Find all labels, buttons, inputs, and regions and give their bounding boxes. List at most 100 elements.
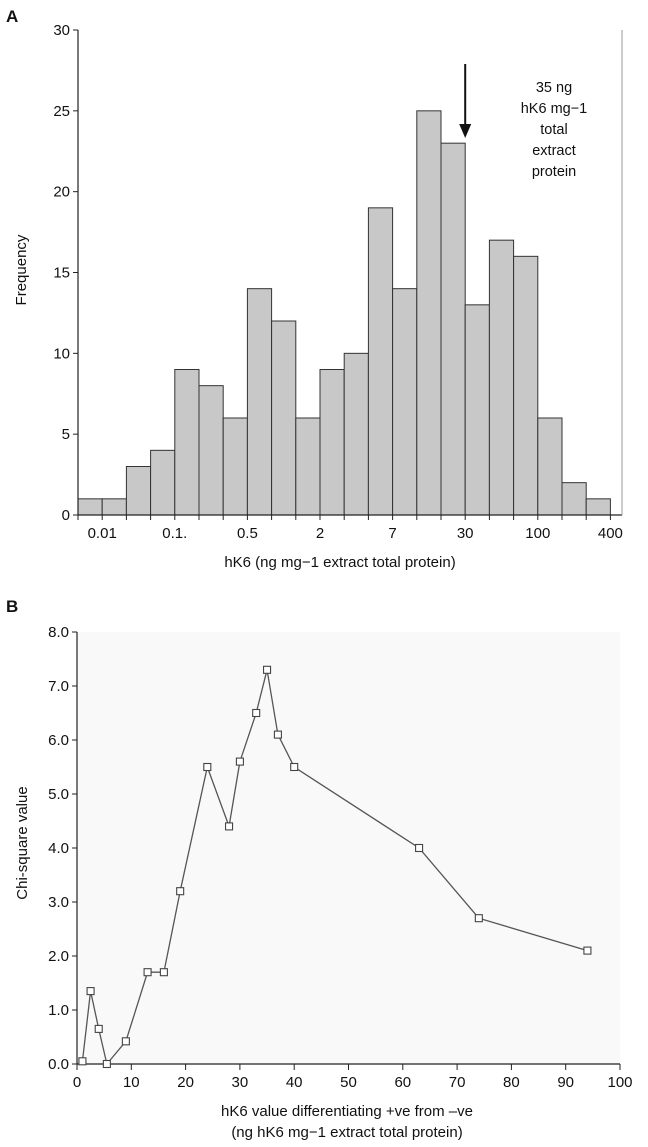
x-tick-label: 40: [286, 1074, 303, 1091]
histogram-bar: [271, 320, 297, 516]
histogram-bar: [392, 288, 418, 516]
histogram-bar: [246, 288, 273, 516]
threshold-annotation: 35 ng hK6 mg−1 total extract protein: [459, 64, 587, 180]
histogram-bar: [125, 466, 152, 516]
y-tick-label: 1.0: [48, 1002, 69, 1019]
panel-a-y-ticks: 0 5 10 15 20 25 30: [53, 22, 78, 524]
x-tick-label: 30: [232, 1074, 249, 1091]
panel-a-x-ticks: 0.01 0.1. 0.5 2 7 30 100 400: [77, 515, 623, 542]
panel-a-y-axis-title: Frequency: [13, 234, 30, 305]
y-tick-label: 30: [53, 22, 70, 39]
data-point: [86, 987, 95, 996]
annotation-line: 35 ng: [536, 80, 572, 96]
histogram-bar: [416, 110, 442, 516]
panel-a-histogram: A 0 5 10 15 20 25 30 0.01 0.1. 0.5 2 7 30 100 400 Fre…: [6, 7, 623, 571]
data-point: [252, 708, 261, 718]
panel-b-chi-square: B 0.0 1.0 2.0 3.0 4.0 5.0 6.0 7.0 8.0 0 10 20 30 40 5…: [6, 597, 633, 1141]
x-tick-label: 2: [316, 525, 324, 542]
y-tick-label: 6.0: [48, 732, 69, 749]
y-tick-label: 10: [53, 345, 70, 362]
x-tick-label: 0: [73, 1074, 81, 1091]
data-point: [262, 665, 272, 674]
data-point: [290, 762, 299, 772]
data-point: [78, 1057, 87, 1066]
y-tick-label: 8.0: [48, 624, 69, 641]
histogram-bar: [488, 239, 515, 516]
annotation-line: total: [540, 122, 567, 138]
histogram-bar: [464, 304, 490, 516]
histogram-bar: [77, 498, 103, 516]
x-tick-label: 0.5: [237, 525, 258, 542]
histogram-bar: [537, 417, 563, 516]
histogram-bar: [295, 417, 321, 516]
histogram-bar: [198, 385, 224, 516]
panel-b-x-axis-title: hK6 value differentiating +ve from –ve: [221, 1103, 473, 1120]
series-line: [81, 669, 588, 1066]
y-tick-label: 2.0: [48, 948, 69, 965]
data-point: [415, 843, 424, 853]
x-tick-label: 80: [503, 1074, 520, 1091]
x-tick-label: 0.01: [88, 525, 117, 542]
data-point: [203, 762, 212, 772]
data-point: [176, 887, 185, 896]
x-tick-label: 20: [177, 1074, 194, 1091]
x-tick-label: 100: [525, 525, 550, 542]
panel-a-x-axis-title: hK6 (ng mg−1 extract total protein): [224, 554, 455, 571]
x-tick-label: 70: [449, 1074, 466, 1091]
x-tick-label: 50: [340, 1074, 357, 1091]
x-tick-label: 400: [598, 525, 623, 542]
annotation-line: hK6 mg−1: [521, 101, 588, 117]
panel-b-x-axis-subtitle: (ng hK6 mg−1 extract total protein): [231, 1124, 462, 1141]
x-tick-label: 90: [557, 1074, 574, 1091]
data-point: [235, 757, 244, 766]
y-tick-label: 0: [62, 507, 70, 524]
data-point: [273, 730, 282, 739]
panel-a-letter: A: [6, 7, 18, 26]
histogram-bar: [150, 449, 176, 516]
y-tick-label: 25: [53, 103, 70, 120]
data-point: [102, 1059, 111, 1069]
panel-b-plot-background: [77, 632, 620, 1064]
x-tick-label: 30: [457, 525, 474, 542]
data-point: [121, 1037, 130, 1046]
y-tick-label: 5: [62, 426, 70, 443]
y-tick-label: 15: [53, 265, 70, 282]
histogram-bar: [440, 142, 466, 516]
histogram-bar: [174, 369, 200, 516]
annotation-line: protein: [532, 164, 576, 180]
y-tick-label: 20: [53, 184, 70, 201]
y-tick-label: 0.0: [48, 1056, 69, 1073]
histogram-bars: [77, 110, 611, 516]
panel-b-y-axis-title: Chi-square value: [14, 786, 31, 899]
histogram-bar: [343, 352, 369, 516]
data-point: [94, 1024, 103, 1033]
panel-b-y-ticks: 0.0 1.0 2.0 3.0 4.0 5.0 6.0 7.0 8.0: [48, 624, 77, 1073]
histogram-bar: [513, 255, 539, 516]
x-tick-label: 60: [394, 1074, 411, 1091]
histogram-bar: [561, 482, 587, 516]
data-point: [224, 822, 234, 831]
annotation-line: extract: [532, 143, 576, 159]
y-tick-label: 7.0: [48, 678, 69, 695]
histogram-bar: [585, 498, 611, 516]
x-tick-label: 7: [388, 525, 396, 542]
data-point: [583, 946, 592, 955]
panel-b-x-ticks: 0 10 20 30 40 50 60 70 80 90 100: [73, 1064, 633, 1091]
y-tick-label: 3.0: [48, 894, 69, 911]
histogram-bar: [319, 369, 345, 516]
histogram-bar: [101, 498, 127, 516]
histogram-bar: [222, 417, 248, 516]
chi-square-series: [78, 665, 592, 1069]
y-tick-label: 4.0: [48, 840, 69, 857]
data-point: [474, 914, 483, 923]
data-point: [159, 968, 168, 977]
annotation-arrow-head: [459, 124, 472, 138]
data-point: [143, 968, 152, 977]
y-tick-label: 5.0: [48, 786, 69, 803]
x-tick-label: 100: [607, 1074, 632, 1091]
histogram-bar: [367, 207, 394, 516]
panel-b-letter: B: [6, 597, 18, 616]
x-tick-label: 10: [123, 1074, 140, 1091]
x-tick-label: 0.1.: [162, 525, 187, 542]
